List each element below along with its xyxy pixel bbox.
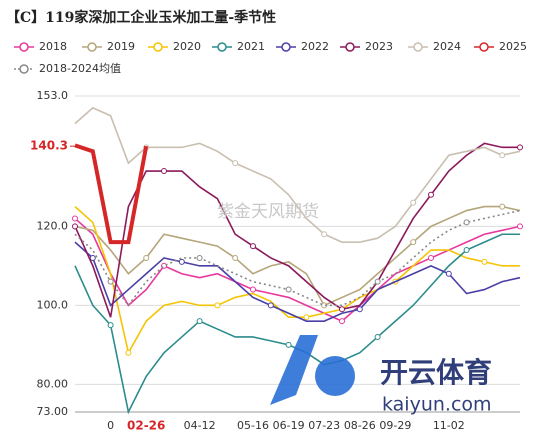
x-tick-label: 05-16 <box>237 419 269 432</box>
point-marker <box>374 333 381 340</box>
logo-stroke <box>270 335 318 405</box>
series-line <box>74 142 520 318</box>
chart-title: 【C】119家深加工企业玉米加工量-季节性 <box>6 9 276 26</box>
legend-item: 2022 <box>276 40 329 53</box>
y-tick-label: 120.0 <box>37 219 69 232</box>
point-marker <box>285 341 292 348</box>
x-tick-label: 04-12 <box>184 419 216 432</box>
legend-item: 2023 <box>340 40 393 53</box>
x-tick-label: 06-19 <box>273 419 305 432</box>
point-marker <box>107 278 114 285</box>
logo-domain: kaiyun.com <box>382 394 492 416</box>
legend-label: 2022 <box>301 40 329 53</box>
legend-label: 2021 <box>237 40 265 53</box>
y-tick-label: 73.00 <box>37 405 69 418</box>
point-marker <box>339 306 345 313</box>
logo-text: 开云体育 <box>380 356 492 389</box>
point-marker <box>161 168 167 175</box>
legend-marker <box>153 42 163 52</box>
point-marker <box>72 223 78 230</box>
legend-marker <box>345 42 355 52</box>
point-marker <box>356 306 363 313</box>
x-tick-label: 11-02 <box>433 419 465 432</box>
point-marker <box>232 160 239 167</box>
series-line <box>74 205 521 307</box>
legend-marker <box>217 42 227 52</box>
series-line <box>74 209 521 307</box>
point-marker <box>428 254 434 261</box>
legend-marker <box>413 42 423 52</box>
legend-marker <box>19 42 29 52</box>
point-marker <box>214 302 221 309</box>
point-marker <box>428 191 434 198</box>
point-marker <box>374 278 381 285</box>
point-marker <box>232 254 239 261</box>
point-marker <box>250 243 256 250</box>
legend-label: 2019 <box>107 40 135 53</box>
annotation-label: 140.3 <box>30 139 68 153</box>
point-marker <box>339 318 345 325</box>
series-line <box>74 241 521 322</box>
point-marker <box>445 270 452 277</box>
legend-item: 2020 <box>148 40 201 53</box>
point-marker <box>481 258 488 265</box>
point-marker <box>463 247 470 254</box>
logo-ball <box>315 356 355 396</box>
x-tick-label: 02-26 <box>127 419 165 433</box>
point-marker <box>463 219 470 226</box>
legend-label: 2024 <box>433 40 461 53</box>
legend-label: 2025 <box>499 40 527 53</box>
point-marker <box>499 152 506 159</box>
point-marker <box>285 286 292 293</box>
logo: 开云体育 kaiyun.com <box>270 335 492 416</box>
y-tick-label: 80.00 <box>37 377 69 390</box>
point-marker <box>499 203 506 210</box>
legend-label: 2020 <box>173 40 201 53</box>
watermark: 紫金天风期货 <box>217 202 319 222</box>
x-tick-label: 08-26 <box>344 419 376 432</box>
point-marker <box>143 254 150 261</box>
point-marker <box>517 223 523 230</box>
legend-label: 2018-2024均值 <box>39 62 121 75</box>
point-marker <box>303 314 310 321</box>
x-tick-label: 0 <box>107 419 114 432</box>
series-line <box>74 143 149 245</box>
point-marker <box>410 239 417 246</box>
legend-marker <box>281 42 291 52</box>
point-marker <box>89 254 96 261</box>
legend-label: 2018 <box>39 40 67 53</box>
legend-item: 2019 <box>82 40 135 53</box>
point-marker <box>178 258 185 265</box>
legend-item: 2018-2024均值 <box>14 62 121 75</box>
legend-label: 2023 <box>365 40 393 53</box>
legend-item: 2024 <box>408 40 461 53</box>
point-marker <box>517 144 523 151</box>
x-tick-label: 07-23 <box>308 419 340 432</box>
series-line <box>74 217 521 323</box>
legend-item: 2018 <box>14 40 67 53</box>
point-marker <box>196 318 203 325</box>
y-tick-label: 100.0 <box>37 298 69 311</box>
point-marker <box>125 349 132 356</box>
x-tick-label: 09-29 <box>379 419 411 432</box>
legend-item: 2025 <box>474 40 527 53</box>
legend-item: 2021 <box>212 40 265 53</box>
point-marker <box>321 231 328 238</box>
point-marker <box>267 302 274 309</box>
legend-marker <box>479 42 489 52</box>
point-marker <box>72 215 78 222</box>
point-marker <box>250 286 256 293</box>
point-marker <box>196 254 203 261</box>
legend-marker <box>19 64 29 74</box>
legend-marker <box>87 42 97 52</box>
point-marker <box>107 322 114 329</box>
y-tick-label: 153.0 <box>37 89 69 102</box>
point-marker <box>410 199 417 206</box>
